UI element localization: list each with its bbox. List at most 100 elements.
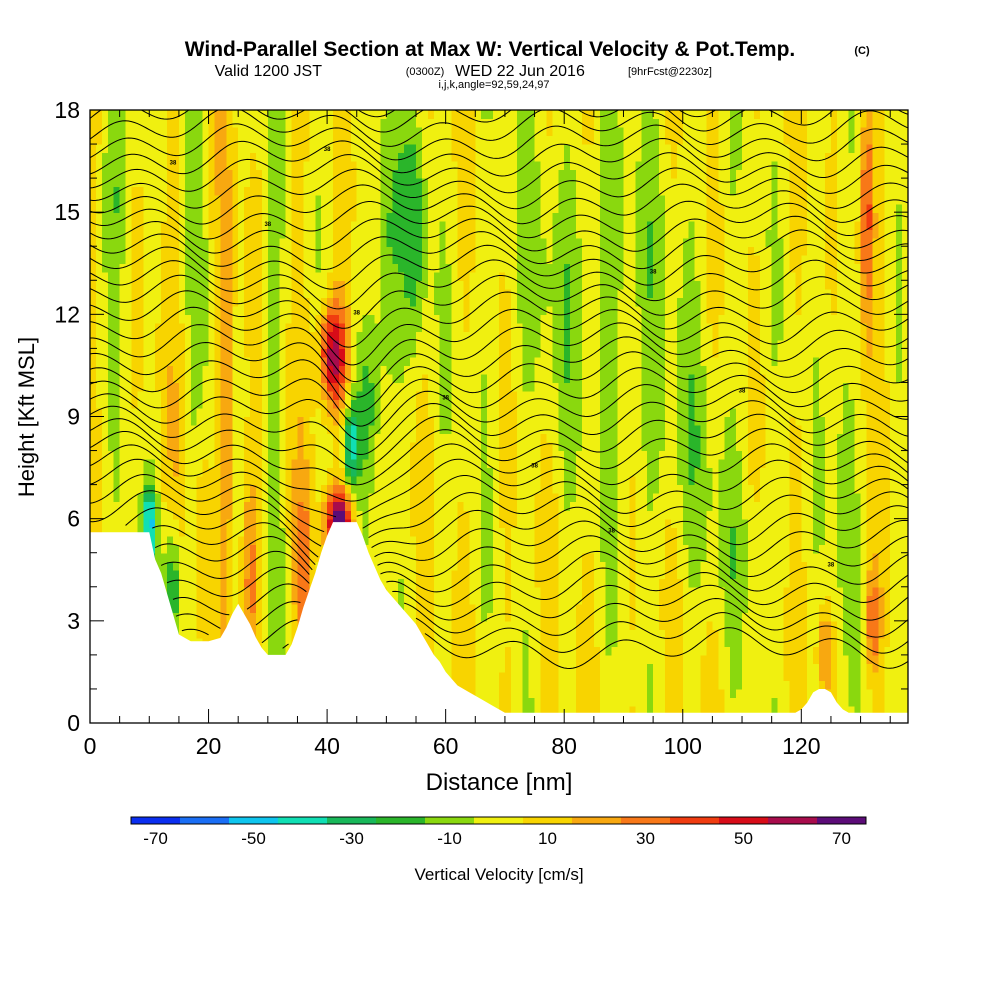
velocity-cell-4456 bbox=[452, 170, 459, 179]
velocity-cell-3214 bbox=[351, 323, 358, 332]
velocity-cell-1781 bbox=[232, 263, 239, 272]
velocity-cell-1836 bbox=[238, 408, 245, 417]
velocity-cell-1055 bbox=[173, 314, 180, 323]
velocity-cell-4900 bbox=[493, 680, 500, 689]
velocity-cell-2832 bbox=[321, 510, 328, 519]
velocity-cell-1398 bbox=[203, 459, 210, 468]
velocity-cell-1333 bbox=[197, 399, 204, 408]
velocity-cell-2696 bbox=[309, 442, 316, 451]
velocity-cell-170 bbox=[102, 493, 109, 502]
velocity-cell-3767 bbox=[398, 519, 405, 528]
velocity-cell-1966 bbox=[250, 527, 257, 536]
velocity-cell-3933 bbox=[410, 331, 417, 340]
velocity-cell-969 bbox=[167, 434, 174, 443]
velocity-cell-4961 bbox=[493, 161, 500, 170]
velocity-cell-3549 bbox=[380, 536, 387, 545]
velocity-cell-2934 bbox=[327, 255, 334, 264]
velocity-cell-4751 bbox=[475, 110, 482, 119]
velocity-cell-1387 bbox=[203, 553, 210, 562]
velocity-cell-989 bbox=[167, 263, 174, 272]
velocity-cell-671 bbox=[143, 519, 150, 528]
velocity-cell-2794 bbox=[315, 221, 322, 230]
velocity-cell-2266 bbox=[274, 425, 281, 434]
velocity-cell-2299 bbox=[274, 144, 281, 153]
velocity-cell-2014 bbox=[250, 119, 257, 128]
velocity-cell-1072 bbox=[173, 170, 180, 179]
velocity-cell-1507 bbox=[209, 144, 216, 153]
velocity-cell-1246 bbox=[191, 527, 198, 536]
velocity-cell-1640 bbox=[220, 238, 227, 247]
velocity-cell-2653 bbox=[303, 195, 310, 204]
velocity-cell-336 bbox=[114, 306, 121, 315]
velocity-cell-1652 bbox=[220, 136, 227, 145]
velocity-cell-534 bbox=[131, 459, 138, 468]
velocity-cell-4064 bbox=[422, 442, 429, 451]
velocity-cell-2554 bbox=[297, 425, 304, 434]
velocity-cell-1185 bbox=[185, 434, 192, 443]
velocity-cell-3668 bbox=[386, 136, 393, 145]
velocity-cell-488 bbox=[126, 238, 133, 247]
velocity-cell-1270 bbox=[191, 323, 198, 332]
velocity-cell-3656 bbox=[386, 238, 393, 247]
velocity-cell-1532 bbox=[214, 544, 221, 553]
velocity-cell-550 bbox=[131, 323, 138, 332]
velocity-cell-3151 bbox=[345, 246, 352, 255]
velocity-cell-4534 bbox=[458, 119, 465, 128]
velocity-cell-2059 bbox=[256, 348, 263, 357]
velocity-cell-2478 bbox=[292, 459, 299, 468]
velocity-cell-4846 bbox=[487, 527, 494, 536]
velocity-cell-2927 bbox=[327, 314, 334, 323]
velocity-cell-1792 bbox=[232, 170, 239, 179]
velocity-cell-4800 bbox=[481, 306, 488, 315]
velocity-cell-1407 bbox=[203, 382, 210, 391]
velocity-cell-1917 bbox=[244, 331, 251, 340]
velocity-cell-2831 bbox=[321, 519, 328, 528]
velocity-cell-3849 bbox=[404, 434, 411, 443]
velocity-cell-3515 bbox=[375, 212, 382, 221]
velocity-cell-503 bbox=[126, 110, 133, 119]
velocity-cell-4788 bbox=[481, 408, 488, 417]
velocity-cell-182 bbox=[102, 391, 109, 400]
velocity-cell-176 bbox=[102, 442, 109, 451]
velocity-cell-4761 bbox=[481, 638, 488, 647]
velocity-cell-103 bbox=[96, 451, 103, 460]
velocity-cell-4919 bbox=[493, 519, 500, 528]
velocity-cell-4484 bbox=[458, 544, 465, 553]
velocity-cell-4232 bbox=[434, 238, 441, 247]
velocity-cell-1406 bbox=[203, 391, 210, 400]
velocity-cell-4697 bbox=[475, 570, 482, 579]
velocity-cell-3305 bbox=[357, 161, 364, 170]
velocity-cell-1114 bbox=[179, 425, 186, 434]
velocity-cell-2659 bbox=[303, 144, 310, 153]
velocity-cell-428 bbox=[120, 136, 127, 145]
velocity-cell-2939 bbox=[327, 212, 334, 221]
velocity-cell-1425 bbox=[203, 229, 210, 238]
velocity-cell-193 bbox=[102, 297, 109, 306]
velocity-cell-675 bbox=[143, 485, 150, 494]
velocity-cell-4542 bbox=[463, 663, 470, 672]
velocity-cell-2197 bbox=[268, 399, 275, 408]
velocity-cell-1789 bbox=[232, 195, 239, 204]
velocity-cell-575 bbox=[131, 110, 138, 119]
velocity-cell-1354 bbox=[197, 221, 204, 230]
velocity-cell-4557 bbox=[463, 536, 470, 545]
velocity-cell-4540 bbox=[463, 680, 470, 689]
velocity-cell-425 bbox=[120, 161, 127, 170]
velocity-cell-1289 bbox=[191, 161, 198, 170]
velocity-cell-1684 bbox=[226, 476, 233, 485]
velocity-cell-2795 bbox=[315, 212, 322, 221]
velocity-cell-4262 bbox=[440, 595, 447, 604]
velocity-cell-2463 bbox=[292, 587, 299, 596]
velocity-cell-271 bbox=[108, 246, 115, 255]
velocity-cell-4022 bbox=[416, 187, 423, 196]
velocity-cell-1262 bbox=[191, 391, 198, 400]
velocity-cell-1887 bbox=[244, 587, 251, 596]
velocity-cell-4686 bbox=[475, 663, 482, 672]
velocity-cell-4082 bbox=[422, 289, 429, 298]
velocity-cell-99 bbox=[96, 485, 103, 494]
velocity-cell-2286 bbox=[274, 255, 281, 264]
velocity-cell-4089 bbox=[422, 229, 429, 238]
velocity-cell-1317 bbox=[197, 536, 204, 545]
velocity-cell-2862 bbox=[321, 255, 328, 264]
velocity-cell-1647 bbox=[220, 178, 227, 187]
